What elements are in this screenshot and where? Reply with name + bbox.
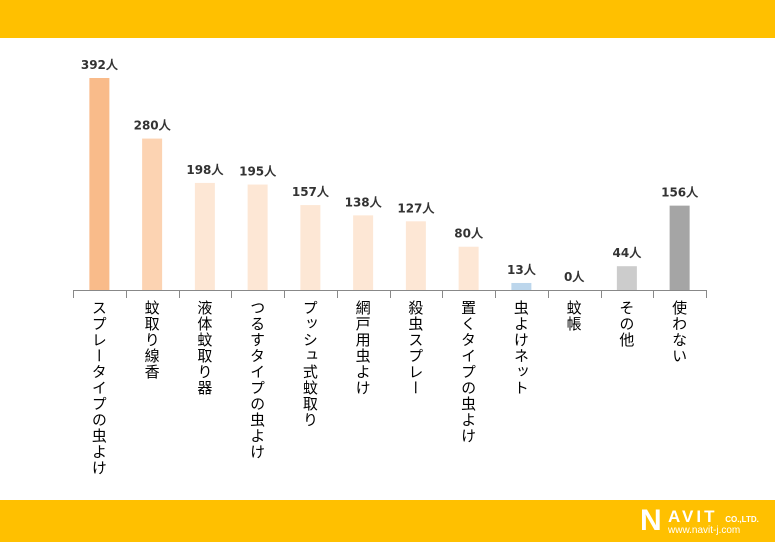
bar [300,205,321,290]
data-label: 198人 [186,162,224,177]
category-label: 置くタイプの虫よけ [459,300,478,444]
logo-avit-text: AVIT [668,507,718,526]
category-label: 液体蚊取り器 [195,300,214,396]
logo-n: N [640,504,662,537]
bar [511,282,532,290]
bar [89,78,110,290]
category-label: 殺虫スプレー [406,300,425,396]
category-label: つるすタイプの虫よけ [248,300,267,460]
category-label: 使わない [670,300,689,364]
category-label: 蚊帳 [564,300,583,332]
bar-chart: 392人 280人 198人 195人 157人 138人 127人 80人 13人 0人 44人 1… [73,57,707,298]
data-label: 44人 [613,245,643,260]
data-label: 80人 [454,226,484,241]
category-label: 虫よけネット [511,300,530,396]
data-label: 0人 [564,269,585,284]
data-label: 138人 [345,194,383,209]
category-label: スプレータイプの虫よけ [89,300,108,476]
data-label: 157人 [292,184,330,199]
data-label: 195人 [239,164,277,179]
category-label: プッシュ式蚊取り [300,300,319,428]
data-label: 127人 [397,200,435,215]
category-label: その他 [617,300,636,348]
bar [353,215,374,290]
bar [458,246,479,290]
category-label: 蚊取り線香 [142,300,161,380]
logo-avit: AVIT CO.,LTD. [668,507,759,527]
bar [142,138,163,290]
category-label: 網戸用虫よけ [353,300,372,396]
logo-url: www.navit-j.com [668,525,741,536]
data-label: 13人 [507,262,537,277]
top-banner [0,0,775,38]
bar [194,182,215,290]
bar [247,184,268,290]
data-label: 392人 [81,57,119,72]
logo-co: CO.,LTD. [725,515,759,524]
bar [669,205,690,290]
data-label: 280人 [134,118,172,133]
bar [405,221,426,290]
bar [616,266,637,290]
bottom-banner [0,500,775,542]
data-label: 156人 [661,185,699,200]
